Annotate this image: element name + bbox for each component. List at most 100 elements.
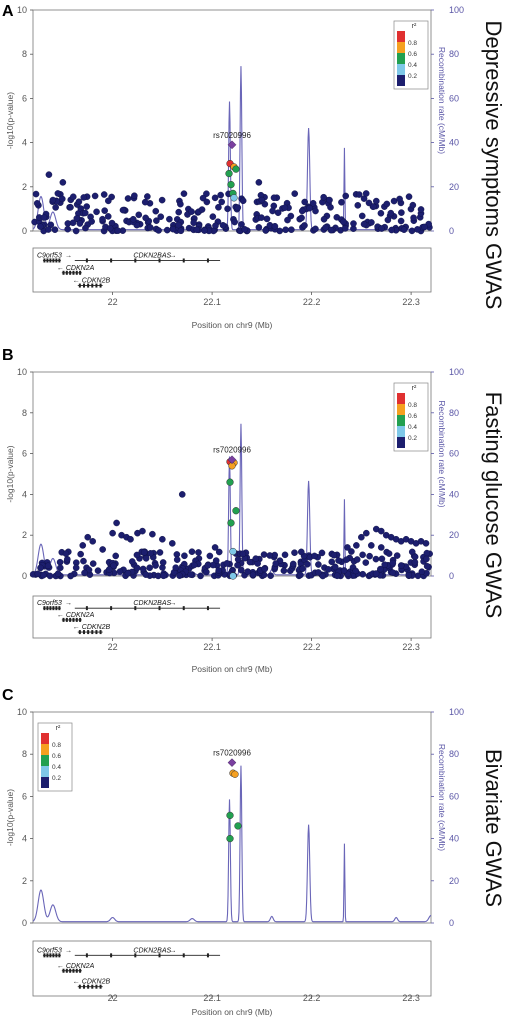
snp-point: [418, 568, 426, 576]
snp-point: [163, 226, 171, 234]
snp-point: [385, 550, 393, 557]
ld-legend-swatch: [41, 777, 49, 788]
snp-point: [105, 197, 112, 205]
snp-point: [255, 179, 263, 186]
snp-point: [181, 552, 188, 560]
snp-point: [105, 566, 113, 573]
snp-point: [215, 548, 223, 556]
ld-legend-tick: 0.2: [408, 435, 417, 442]
y-tick-label: 4: [22, 489, 27, 499]
gene-exon: [82, 630, 85, 635]
gene-label: CDKN2A: [66, 265, 95, 272]
snp-point: [423, 555, 430, 563]
gene-exon: [69, 617, 72, 622]
snp-point: [267, 572, 274, 580]
x-tick-label: 22.3: [402, 297, 420, 307]
gene-exon: [43, 953, 46, 958]
snp-point-ld: [232, 507, 240, 515]
snp-point: [152, 207, 160, 215]
strand-arrow-left: ←: [73, 979, 80, 986]
strand-arrow-left: ←: [73, 624, 80, 631]
snp-point: [91, 192, 99, 200]
snp-point: [299, 565, 306, 573]
y-right-tick-label: 0: [449, 226, 454, 236]
gene-exon: [75, 968, 78, 973]
snp-point: [157, 213, 165, 221]
snp-point: [343, 556, 350, 563]
ld-legend-tick: 0.2: [408, 73, 417, 80]
snp-point: [67, 572, 74, 580]
snp-point: [244, 568, 252, 575]
snp-point: [44, 562, 52, 570]
snp-point: [34, 570, 42, 578]
ld-legend-title: r²: [56, 725, 61, 732]
side-title: Fasting glucose GWAS: [481, 392, 506, 619]
snp-point: [206, 552, 214, 560]
gene-label: CDKN2BAS: [133, 947, 171, 954]
gene-exon: [182, 258, 185, 263]
snp-point: [354, 202, 362, 209]
snp-point: [144, 193, 151, 200]
background-snps: [31, 171, 433, 235]
snp-point: [297, 548, 305, 556]
snp-point: [352, 567, 360, 575]
snp-point: [384, 216, 392, 224]
snp-point: [201, 227, 208, 234]
y-axis-label: -log10(p-value): [5, 789, 15, 846]
snp-point-ld: [234, 822, 242, 830]
snp-point: [177, 227, 185, 235]
snp-point: [289, 560, 297, 568]
gene-exon: [72, 270, 75, 275]
snp-point: [311, 552, 318, 560]
snp-point: [281, 204, 289, 211]
gene-exon: [78, 630, 81, 635]
gene-track-frame: [32, 247, 432, 293]
snp-point: [217, 191, 224, 199]
gene-exon: [43, 258, 46, 263]
gene-exon: [82, 283, 85, 288]
snp-point: [281, 551, 289, 559]
snp-point: [367, 542, 375, 549]
gene-exon: [85, 258, 88, 263]
gene-exon: [110, 606, 113, 611]
side-title: Bivariate GWAS: [481, 749, 506, 907]
snp-point: [306, 204, 313, 212]
snp-point: [113, 519, 120, 527]
snp-point: [414, 226, 421, 233]
snp-point: [409, 201, 417, 209]
snp-point: [396, 195, 403, 203]
snp-point: [252, 555, 260, 562]
y-right-tick-label: 60: [449, 791, 459, 801]
snp-point: [389, 559, 397, 567]
snp-point: [215, 203, 222, 211]
gene-exon: [206, 953, 209, 958]
gene-label: CDKN2B: [82, 979, 111, 986]
gene-exon: [85, 953, 88, 958]
y-tick-label: 8: [22, 49, 27, 59]
y-tick-label: 2: [22, 876, 27, 886]
gene-exon: [182, 606, 185, 611]
ld-legend-tick: 0.6: [408, 413, 417, 420]
gene-exon: [49, 953, 52, 958]
gene-exon: [110, 953, 113, 958]
ld-legend-swatch: [397, 42, 405, 53]
snp-point: [262, 227, 270, 234]
gene-exon: [52, 606, 55, 611]
plot-frame: [32, 9, 432, 232]
snp-point: [190, 561, 198, 569]
snp-point: [204, 562, 212, 569]
gene-exon: [110, 258, 113, 263]
strand-arrow-right: →: [169, 252, 176, 259]
snp-point: [239, 550, 247, 558]
snp-point: [135, 211, 143, 219]
snp-point: [190, 219, 197, 227]
snp-point: [408, 227, 416, 235]
gene-exon: [158, 953, 161, 958]
ld-legend-tick: 0.4: [408, 62, 417, 69]
snp-point-ld: [226, 834, 234, 843]
ld-legend-swatch: [41, 733, 49, 744]
snp-point: [153, 217, 160, 224]
y-tick-label: 0: [22, 918, 27, 928]
y-right-tick-label: 100: [449, 707, 464, 717]
gene-exon: [46, 258, 49, 263]
